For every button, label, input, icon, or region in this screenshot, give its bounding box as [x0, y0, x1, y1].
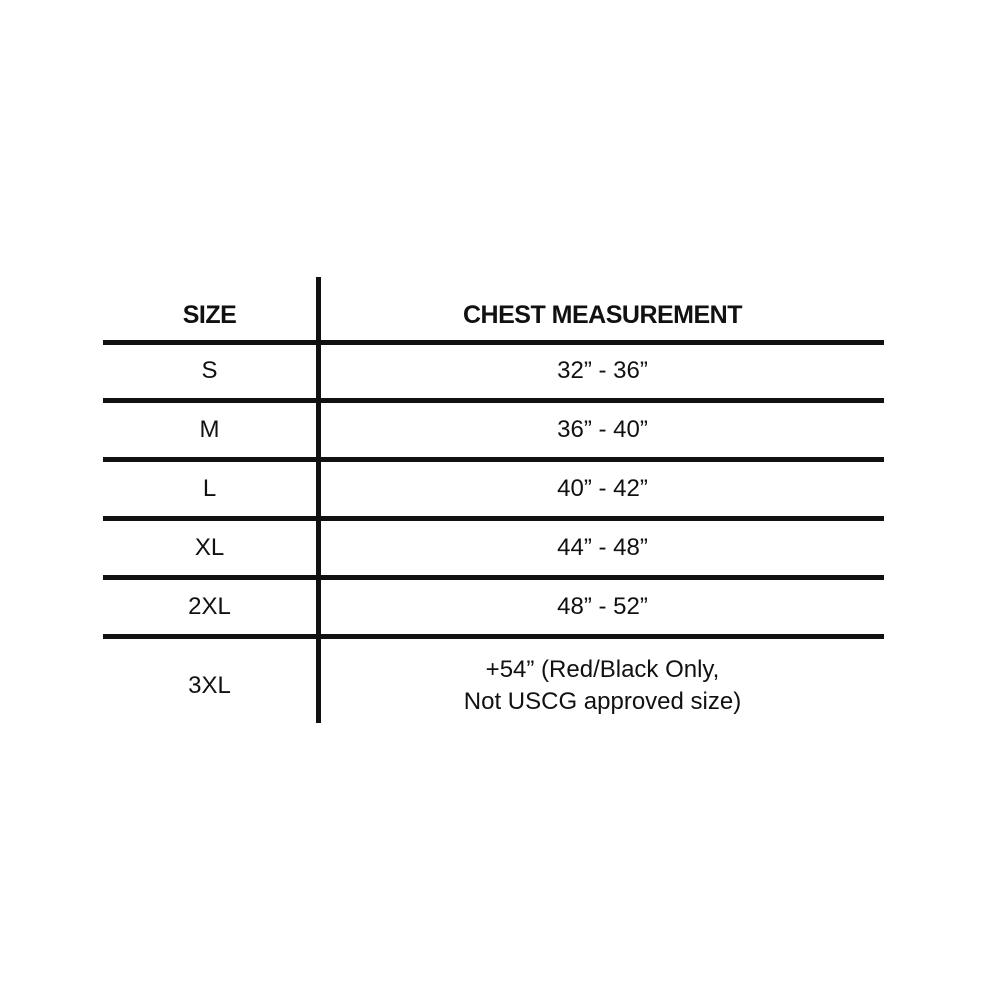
- chest-cell: +54” (Red/Black Only, Not USCG approved …: [321, 645, 884, 727]
- chest-cell: 32” - 36”: [557, 357, 648, 385]
- row-divider: [103, 457, 884, 462]
- size-cell: 2XL: [188, 592, 231, 620]
- row-divider: [103, 340, 884, 345]
- row-divider: [103, 634, 884, 639]
- size-cell: S: [201, 357, 218, 385]
- chest-cell-line: +54” (Red/Black Only,: [485, 655, 720, 683]
- chest-cell: 36” - 40”: [557, 415, 648, 443]
- row-divider: [103, 575, 884, 580]
- header-chest-measurement: CHEST MEASUREMENT: [462, 301, 743, 330]
- row-divider: [103, 516, 884, 521]
- chest-cell: 40” - 42”: [557, 474, 648, 502]
- size-cell: 3XL: [188, 671, 231, 699]
- size-cell: L: [202, 474, 217, 502]
- size-cell: M: [199, 415, 220, 443]
- chest-cell: 44” - 48”: [557, 533, 648, 561]
- chest-cell-line: Not USCG approved size): [463, 688, 742, 715]
- column-divider: [316, 277, 321, 723]
- row-divider: [103, 398, 884, 403]
- header-size: SIZE: [182, 301, 237, 330]
- chest-cell: 48” - 52”: [557, 592, 648, 620]
- size-cell: XL: [194, 533, 225, 561]
